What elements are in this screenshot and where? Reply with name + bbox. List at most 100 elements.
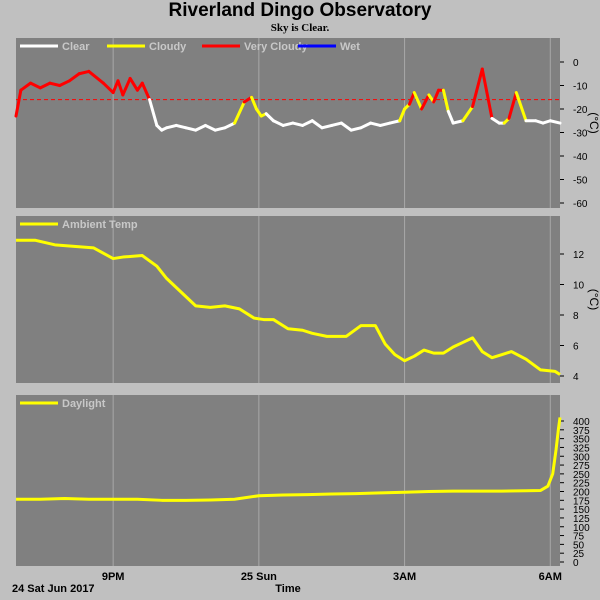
y-tick-label: -60 xyxy=(573,199,588,210)
sky-temp-segment xyxy=(407,91,416,106)
y-tick-label: 100 xyxy=(573,523,590,534)
sky-temp-segment xyxy=(471,67,484,109)
panel-background xyxy=(16,395,560,566)
sky-temp-segment xyxy=(58,79,71,87)
y-axis-unit: (°C) xyxy=(587,289,600,310)
y-tick-label: 6 xyxy=(573,342,579,353)
y-tick-label: 175 xyxy=(573,496,590,507)
legend-label-ambient-temp: Ambient Temp xyxy=(62,219,138,231)
sky-temp-segment xyxy=(29,81,42,90)
y-tick-label: 50 xyxy=(573,540,585,551)
sky-temp-segment xyxy=(432,88,441,104)
y-axis-unit: (°C) xyxy=(587,112,600,133)
sky-temp-segment xyxy=(291,121,305,127)
y-tick-label: 375 xyxy=(573,426,590,437)
y-tick-label: 325 xyxy=(573,443,590,454)
legend-label-daylight: Daylight xyxy=(62,398,106,410)
sky-temp-segment xyxy=(213,126,227,132)
sky-temp-segment xyxy=(420,93,431,111)
sky-temp-segment xyxy=(128,76,139,92)
sky-temp-segment xyxy=(48,81,62,87)
x-tick-label: 6AM xyxy=(539,571,562,583)
legend-label-clear: Clear xyxy=(62,41,90,53)
y-tick-label: 0 xyxy=(573,58,579,69)
y-tick-label: 4 xyxy=(573,372,579,383)
sky-temp-segment xyxy=(412,91,424,111)
y-tick-label: 250 xyxy=(573,470,590,481)
sky-temp-segment xyxy=(349,126,363,132)
sky-temp-segment xyxy=(165,123,178,130)
sky-temp-segment xyxy=(116,79,125,97)
ambient-temp-line xyxy=(16,238,561,376)
legend-label-cloudy: Cloudy xyxy=(149,41,187,53)
sky-temp-segment xyxy=(77,69,91,76)
x-axis-label: Time xyxy=(275,583,300,595)
y-tick-label: 125 xyxy=(573,514,590,525)
y-tick-label: 8 xyxy=(573,311,579,322)
sky-temp-segment xyxy=(233,100,246,125)
sky-temp-segment xyxy=(101,81,115,95)
sky-temp-segment xyxy=(359,121,373,130)
sky-temp-segment xyxy=(38,81,52,90)
sky-temp-segment xyxy=(339,121,353,132)
legend-label-very-cloudy: Very Cloudy xyxy=(244,41,308,53)
sky-temp-segment xyxy=(330,121,343,127)
sky-temp-segment xyxy=(67,72,81,83)
sky-temp-segment xyxy=(194,123,207,132)
y-tick-label: -20 xyxy=(573,105,588,116)
sky-temp-segment xyxy=(548,119,562,125)
sky-temp-segment xyxy=(174,123,188,130)
sky-temp-segment xyxy=(446,109,455,125)
y-tick-label: 350 xyxy=(573,435,590,446)
sky-temp-segment xyxy=(250,95,258,111)
y-tick-label: 10 xyxy=(573,281,585,292)
sky-temp-segment xyxy=(441,88,450,113)
y-tick-label: 300 xyxy=(573,452,590,463)
y-tick-label: 225 xyxy=(573,479,590,490)
x-tick-label: 25 Sun xyxy=(241,571,277,583)
sky-temp-segment xyxy=(121,76,132,97)
sky-temp-segment xyxy=(310,119,324,130)
chart-title: Riverland Dingo Observatory xyxy=(168,0,432,21)
y-tick-label: 25 xyxy=(573,549,585,560)
sky-temp-segment xyxy=(388,119,402,125)
x-tick-label: 3AM xyxy=(393,571,416,583)
sky-temp-segment xyxy=(223,121,237,130)
sky-temp-segment xyxy=(271,119,285,127)
chart-panel-3: 0255075100125150175200225250275300325350… xyxy=(16,395,590,569)
y-tick-label: -10 xyxy=(573,82,588,93)
sky-temp-segment xyxy=(281,121,295,127)
sky-temp-segment xyxy=(369,121,382,127)
sky-temp-segment xyxy=(14,88,23,118)
y-tick-label: 400 xyxy=(573,417,590,428)
y-tick-label: 0 xyxy=(573,558,579,569)
sky-temp-segment xyxy=(480,67,494,120)
y-tick-label: 200 xyxy=(573,488,590,499)
sky-temp-segment xyxy=(320,123,334,130)
y-tick-label: 75 xyxy=(573,532,585,543)
sky-temp-segment xyxy=(514,91,528,123)
sky-temp-segment xyxy=(264,112,275,123)
legend-label-wet: Wet xyxy=(340,41,360,53)
date-label: 24 Sat Jun 2017 xyxy=(12,583,95,595)
daylight-line xyxy=(16,417,562,502)
chart-panel-2: 12 10 8 6 4 (°C) Ambient Temp xyxy=(16,216,600,383)
sky-temp-segment xyxy=(398,107,407,123)
x-tick-label: 9PM xyxy=(102,571,125,583)
sky-temp-segment xyxy=(87,69,105,85)
sky-temp-segment xyxy=(184,126,198,132)
sky-temp-segment xyxy=(507,91,518,120)
sky-temp-segment xyxy=(301,119,314,127)
y-tick-label: -50 xyxy=(573,176,588,187)
sky-temp-segment xyxy=(461,105,475,123)
y-tick-label: 150 xyxy=(573,505,590,516)
sky-temp-segment xyxy=(148,98,159,127)
y-tick-label: 275 xyxy=(573,461,590,472)
sky-temp-segment xyxy=(140,81,152,102)
chart-panel-1: 0 -10 -20 -30 -40 -50 -60 (°C) Clear Cloudy Very C… xyxy=(14,38,600,210)
sky-temp-segment xyxy=(451,119,465,125)
y-tick-label: -30 xyxy=(573,129,588,140)
sky-temp-segment xyxy=(203,123,217,132)
sky-temp-segment xyxy=(19,81,33,92)
